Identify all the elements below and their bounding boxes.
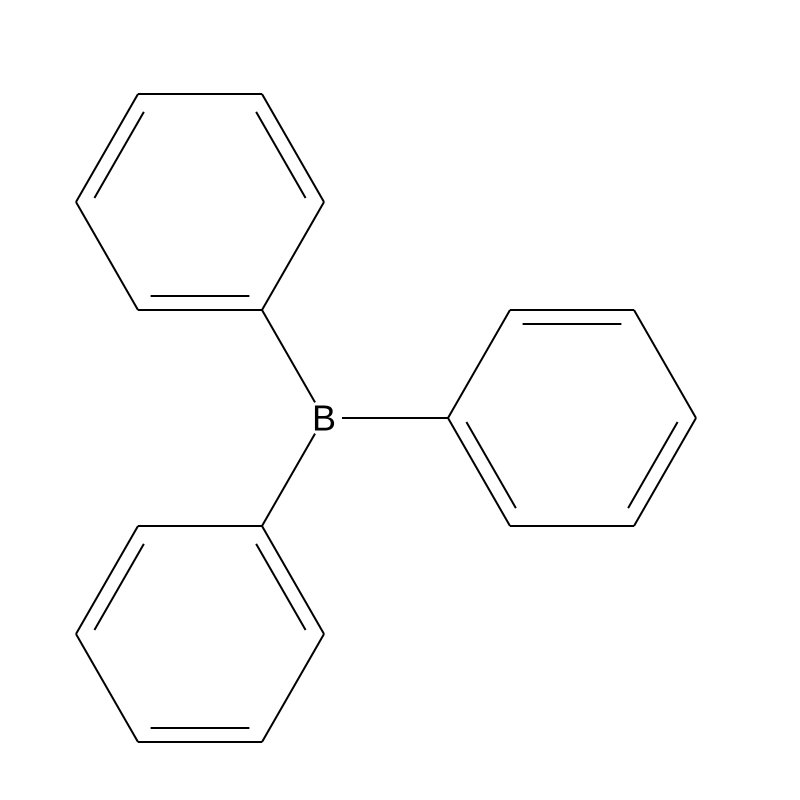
bond: [76, 202, 138, 310]
bond: [94, 544, 143, 630]
bond: [262, 202, 324, 310]
bond: [634, 418, 696, 526]
bond: [262, 310, 315, 402]
bond: [76, 526, 138, 634]
bond: [262, 634, 324, 742]
bond: [448, 310, 510, 418]
bond: [94, 112, 143, 198]
bond: [262, 94, 324, 202]
bond: [262, 526, 324, 634]
bond: [466, 422, 515, 508]
bond: [256, 112, 305, 198]
molecule-diagram: B: [0, 0, 800, 800]
bond: [256, 544, 305, 630]
bond: [634, 310, 696, 418]
atom-label-B: B: [312, 398, 336, 439]
bond: [76, 94, 138, 202]
bond: [448, 418, 510, 526]
bond: [262, 434, 315, 526]
bond: [76, 634, 138, 742]
bond: [628, 422, 677, 508]
